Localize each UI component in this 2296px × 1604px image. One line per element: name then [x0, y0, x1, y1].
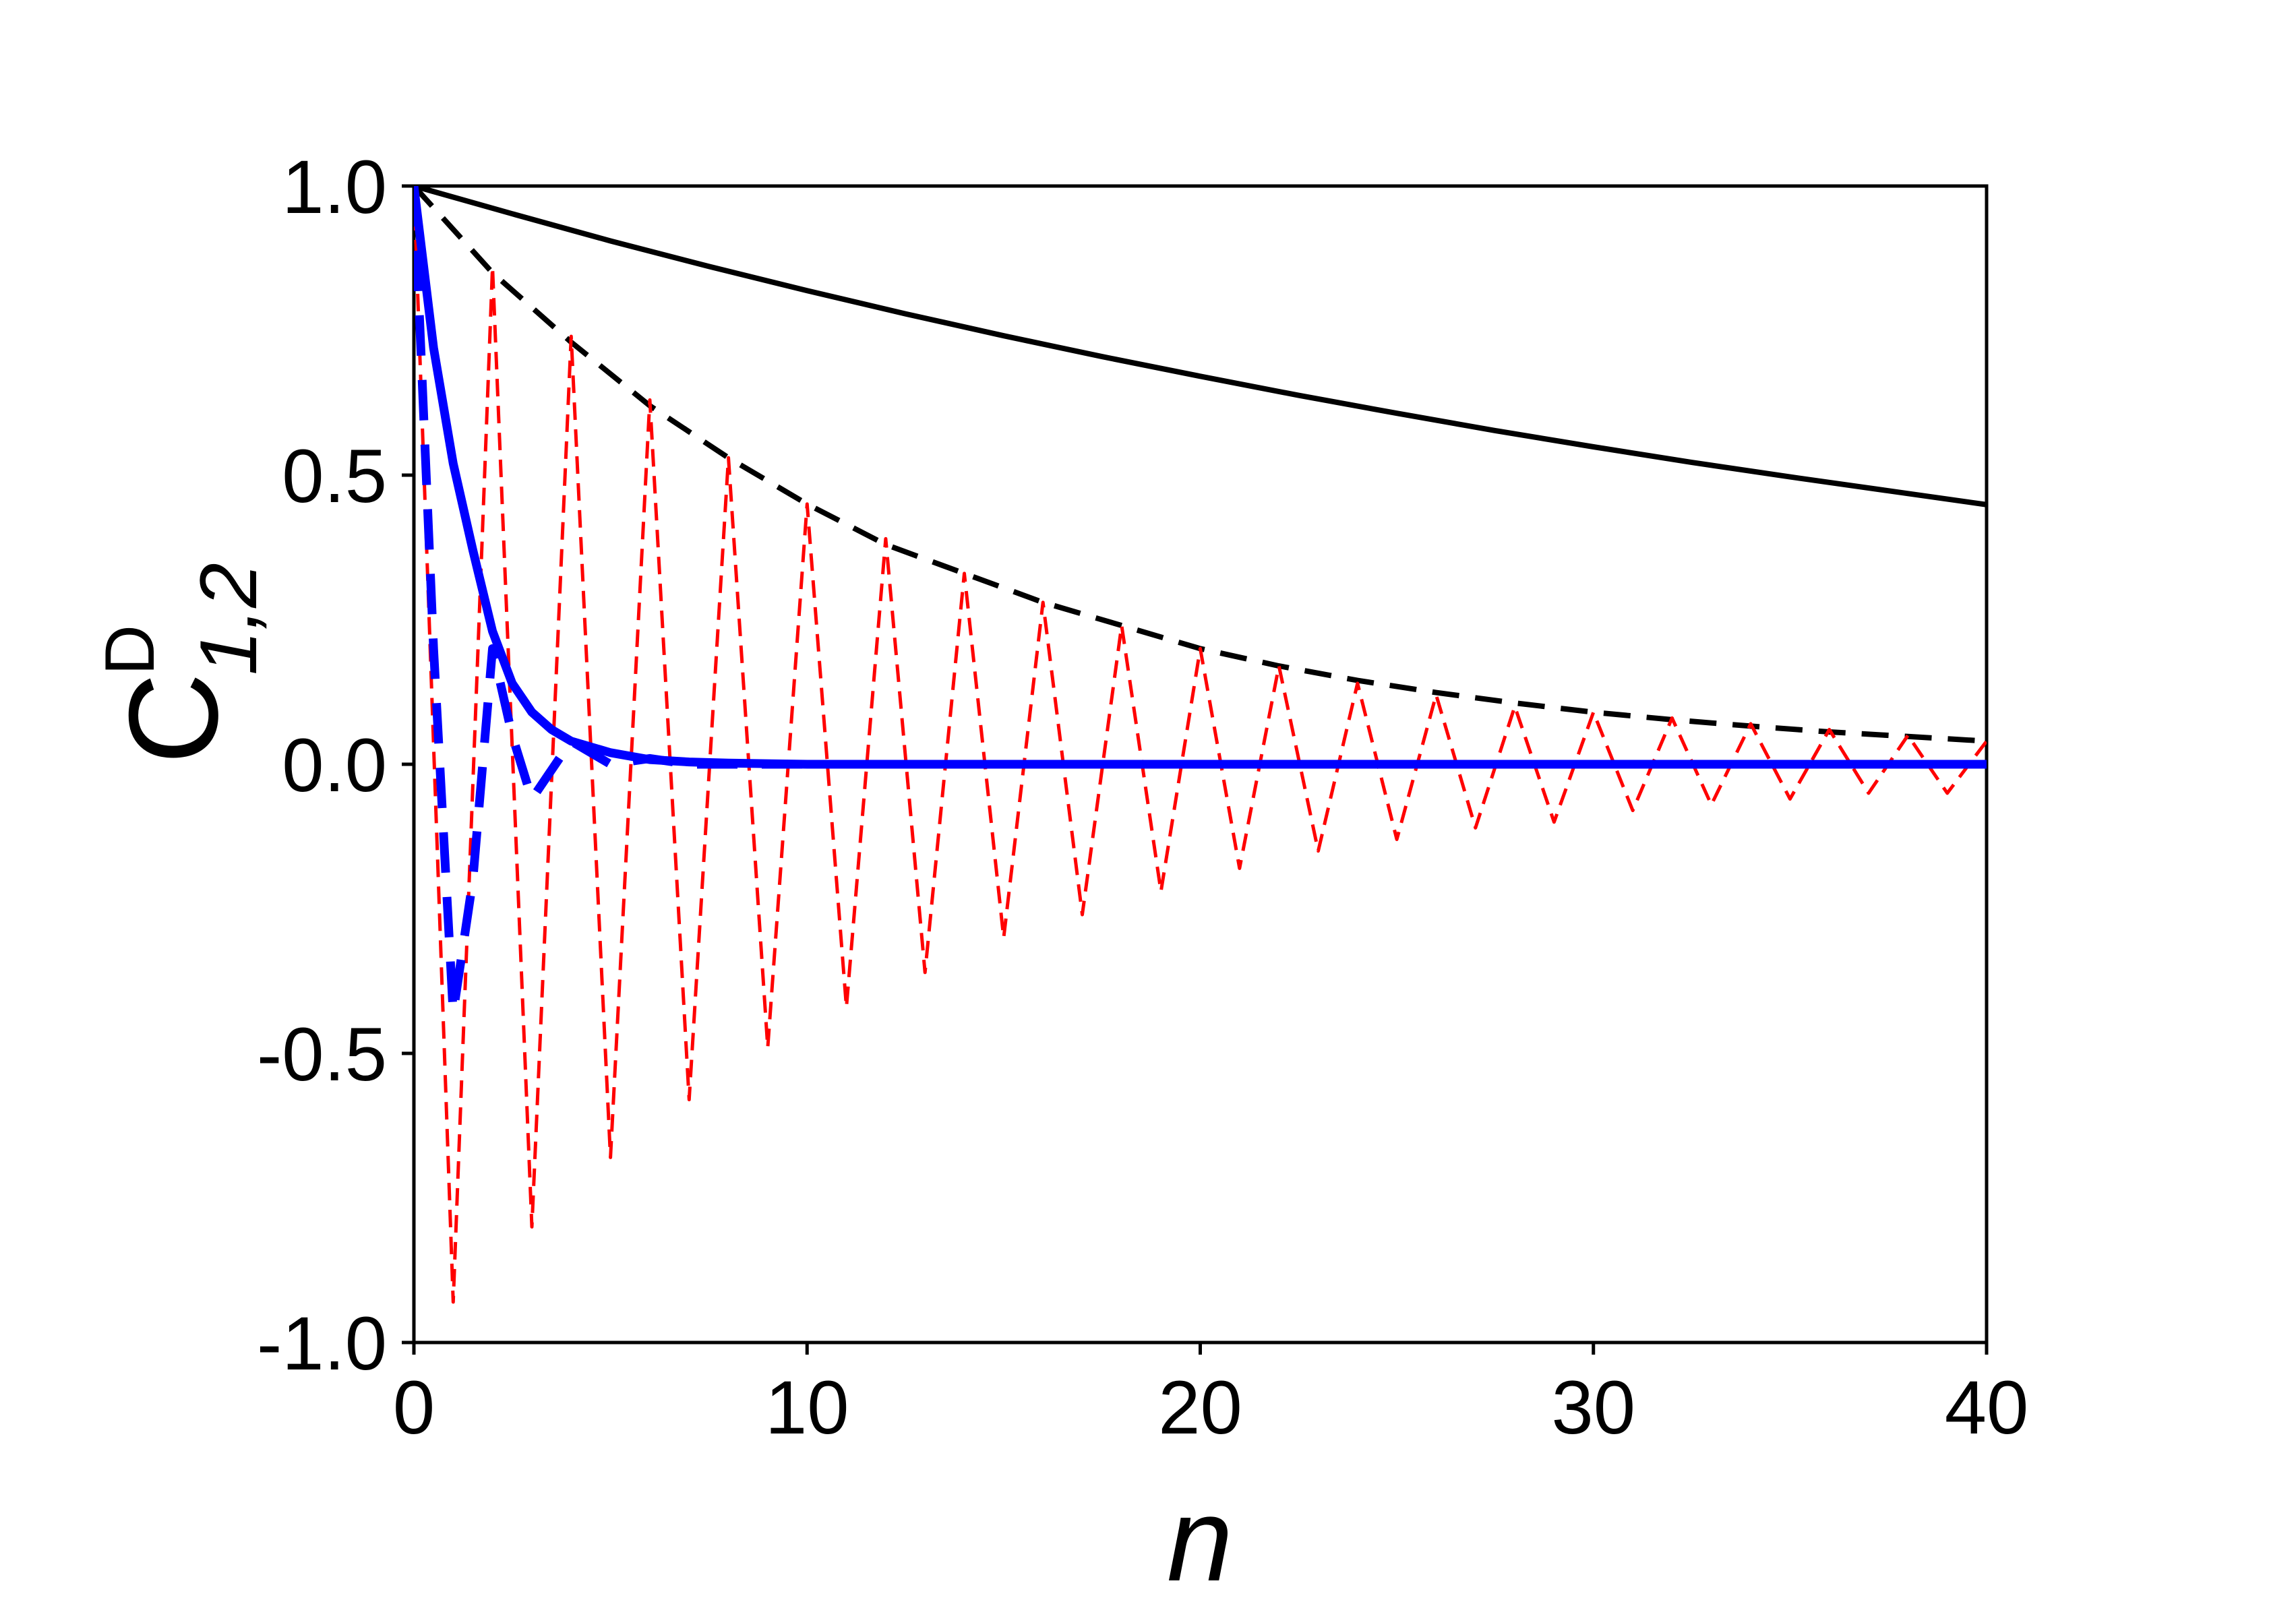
series-line-1: [414, 186, 1987, 507]
series-line-5: [414, 186, 1987, 1018]
x-tick-label: 10: [765, 1365, 849, 1450]
y-tick-label: -0.5: [257, 1012, 387, 1097]
y-axis-label-base: C: [102, 673, 244, 764]
axes-layer: 0 10 20 30 40 1.0 0.5 0.0 -0.5 -1.0: [257, 145, 2028, 1450]
x-tick-label: 30: [1551, 1365, 1635, 1450]
y-tick-label: 0.0: [282, 723, 387, 807]
x-tick-label: 20: [1158, 1365, 1242, 1450]
y-tick-label: 0.5: [282, 434, 387, 518]
y-tick-label: 1.0: [282, 145, 387, 229]
y-axis-label: C D 1,2: [91, 563, 274, 764]
y-tick-label: -1.0: [257, 1301, 387, 1386]
y-axis-label-superscript: D: [91, 625, 169, 675]
series-line-4: [414, 186, 1987, 769]
x-tick-label: 0: [393, 1365, 435, 1450]
series-layer: [414, 186, 1987, 1304]
y-axis-label-subscript: 1,2: [183, 563, 274, 675]
series-line-3: [414, 186, 1987, 1304]
x-axis-label: n: [1167, 1474, 1233, 1604]
x-tick-label: 40: [1945, 1365, 2029, 1450]
